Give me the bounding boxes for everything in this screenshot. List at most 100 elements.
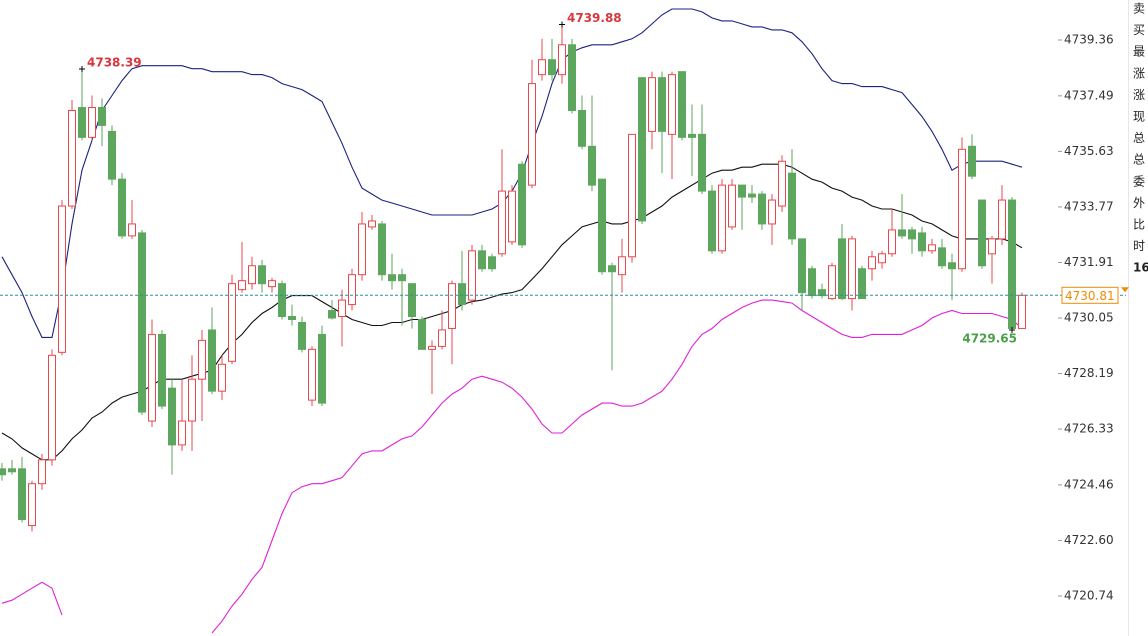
candle-body — [278, 283, 286, 318]
candle-body — [348, 274, 356, 306]
last-price-box — [1061, 286, 1119, 304]
y-tick-label: 4733.77 — [1064, 199, 1114, 213]
plot-area — [0, 8, 1026, 634]
candle-body — [748, 193, 756, 198]
candle-body — [818, 289, 826, 297]
y-tick-label: 4739.36 — [1064, 33, 1114, 47]
y-tick-label: 4737.49 — [1064, 88, 1114, 102]
side-label: 卖 — [1133, 2, 1145, 16]
candle-body — [848, 238, 856, 300]
candle-body — [208, 329, 216, 392]
candle-body — [828, 265, 836, 300]
y-tick-label: 4726.33 — [1064, 422, 1114, 436]
candle-body — [898, 229, 906, 237]
band-line — [1, 299, 1023, 634]
candle-body — [188, 378, 196, 422]
candle-body — [658, 77, 666, 132]
candle-body — [538, 59, 546, 76]
candle-body — [768, 199, 776, 225]
candle-body — [758, 193, 766, 225]
candle-body — [608, 265, 616, 273]
candle-body — [198, 339, 206, 380]
candle-body — [238, 280, 246, 291]
candle-body — [148, 333, 156, 422]
candle-body — [398, 274, 406, 282]
candle-body — [118, 178, 126, 237]
candle-body — [528, 83, 536, 186]
candle-body — [928, 244, 936, 252]
side-label: 现 — [1133, 110, 1145, 124]
candle-body — [18, 468, 26, 521]
y-tick-label: 4722.60 — [1064, 533, 1114, 547]
candle-body — [568, 44, 576, 111]
side-label: 最 — [1133, 45, 1145, 59]
side-label: 比 — [1133, 218, 1145, 232]
candle-body — [518, 163, 526, 246]
candle-body — [78, 106, 86, 138]
candle-body — [0, 468, 6, 476]
high-marker — [559, 21, 565, 28]
candle-body — [478, 250, 486, 270]
candle-body — [338, 299, 346, 318]
candle-body — [948, 262, 956, 270]
last-price-label: 4730.81 — [1065, 289, 1115, 303]
candle-body — [998, 199, 1006, 240]
candle-body — [128, 223, 136, 237]
candle-body — [808, 268, 816, 297]
candle-body — [228, 283, 236, 362]
candle-body — [638, 77, 646, 222]
side-label: 总 — [1133, 131, 1145, 145]
y-tick-label: 4735.63 — [1064, 144, 1114, 158]
candle-body — [548, 59, 556, 76]
candle-body — [178, 420, 186, 446]
candle-body — [778, 160, 786, 207]
candle-body — [378, 223, 386, 276]
candle-body — [738, 184, 746, 198]
side-label: 涨 — [1133, 87, 1145, 102]
candle-body — [788, 172, 796, 240]
low-label: 4729.65 — [962, 331, 1017, 345]
candle-body — [858, 268, 866, 300]
candle-body — [418, 318, 426, 350]
candle-body — [888, 229, 896, 255]
candle-body — [268, 280, 276, 288]
candle-body — [458, 283, 466, 306]
candle-body — [318, 333, 326, 404]
y-tick-label: 4728.19 — [1064, 366, 1114, 380]
candle-body — [688, 133, 696, 138]
candle-body — [68, 109, 76, 207]
side-label: 委 — [1133, 174, 1145, 188]
high-label: 4739.88 — [567, 11, 622, 25]
candle-body — [578, 109, 586, 147]
candle-body — [388, 274, 396, 282]
high-marker — [79, 65, 85, 72]
candle-body — [248, 265, 256, 285]
candle-body — [978, 199, 986, 267]
y-tick-label: 4724.46 — [1064, 477, 1114, 491]
candle-body — [288, 316, 296, 320]
candle-body — [598, 178, 606, 273]
candle-body — [558, 44, 566, 76]
candle-body — [628, 133, 636, 258]
candle-body — [408, 283, 416, 318]
y-tick-label: 4730.05 — [1064, 311, 1114, 325]
candle-body — [698, 133, 706, 192]
candle-body — [728, 184, 736, 228]
candle-body — [158, 333, 166, 407]
candle-body — [88, 106, 96, 138]
side-label: 买 — [1133, 23, 1145, 37]
candle-body — [718, 184, 726, 252]
candle-body — [1018, 294, 1026, 329]
candle-body — [988, 238, 996, 255]
candle-body — [8, 468, 16, 473]
candle-body — [708, 190, 716, 252]
candle-body — [678, 71, 686, 138]
high-label: 4738.39 — [87, 55, 142, 69]
candle-body — [468, 250, 476, 301]
candle-body — [1008, 199, 1016, 329]
side-label: 16 — [1133, 261, 1148, 275]
band-line — [1, 163, 1023, 461]
y-tick-label: 4720.74 — [1064, 588, 1114, 602]
